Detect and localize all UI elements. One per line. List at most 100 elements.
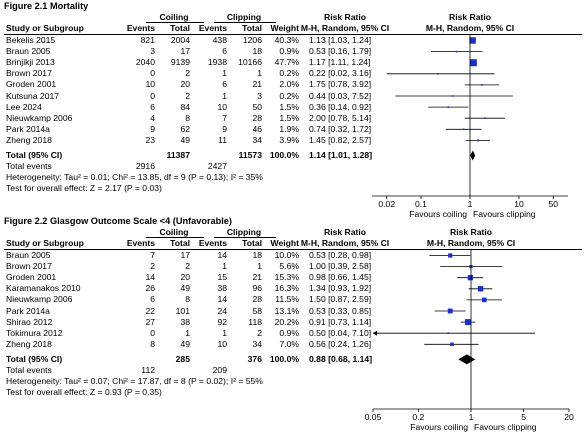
method-plot-header: M-H, Random, 95% CI: [426, 238, 516, 248]
x-axis-tick-label: 50: [548, 199, 559, 209]
study-risk-ratio-ci: 0.53 [0.33, 0.85]: [309, 305, 372, 316]
study-name: Braun 2005: [6, 46, 51, 57]
coiling-total-sum: 285: [175, 353, 190, 364]
study-risk-ratio-ci: 0.91 [0.73, 1.14]: [309, 316, 372, 327]
clipping-total: 21: [252, 272, 262, 283]
coiling-total-events: 2916: [135, 161, 155, 171]
coiling-total: 84: [180, 101, 190, 112]
total-events-label: Total events: [6, 161, 52, 171]
risk-ratio-header: Risk Ratio: [323, 227, 367, 237]
x-axis-tick-label: 1: [467, 199, 473, 209]
coiling-total: 49: [180, 338, 190, 349]
study-risk-ratio-ci: 0.50 [0.04, 7.10]: [309, 327, 372, 338]
total-weight: 100.0%: [269, 353, 299, 364]
overall-effect-test: Test for overall effect: Z = 0.93 (P = 0…: [6, 386, 162, 397]
clipping-total: 18: [252, 46, 262, 57]
weight-column-header: Weight: [270, 23, 299, 33]
study-name: Brown 2017: [6, 261, 52, 272]
clipping-total: 96: [252, 283, 262, 294]
study-weight: 0.9%: [279, 327, 299, 338]
favours-clipping-label: Favours clipping: [474, 422, 537, 432]
study-weight: 7.0%: [279, 338, 299, 349]
risk-ratio-header: Risk Ratio: [323, 12, 367, 22]
clipping-total: 28: [252, 294, 262, 305]
coiling-events: 10: [145, 79, 155, 90]
study-effect-square: [462, 128, 465, 131]
study-name: Nieuwkamp 2006: [6, 294, 73, 305]
pooled-risk-ratio-ci: 1.14 [1.01, 1.28]: [309, 150, 373, 160]
study-name: Shirao 2012: [6, 316, 53, 327]
total-column-header: Total: [170, 23, 190, 33]
clipping-events: 7: [222, 112, 227, 123]
clipping-total-events: 209: [212, 364, 227, 375]
study-name: Bekelis 2015: [6, 35, 56, 45]
study-name: Tokimura 2012: [6, 327, 63, 338]
coiling-total: 38: [180, 316, 190, 327]
clipping-header: Clipping: [226, 227, 262, 237]
coiling-total: 8: [185, 112, 190, 123]
coiling-events: 9: [150, 123, 155, 134]
coiling-events: 7: [150, 250, 155, 260]
events-column-header: Events: [198, 23, 227, 33]
clipping-total: 21: [252, 79, 262, 90]
study-effect-square: [450, 342, 454, 347]
clipping-total: 58: [252, 305, 262, 316]
study-name: Park 2014a: [6, 305, 50, 316]
figure-title: Figure 2.1 Mortality: [4, 1, 89, 11]
coiling-total: 49: [180, 283, 190, 294]
total-column-header: Total: [170, 238, 190, 248]
coiling-events: 14: [145, 272, 155, 283]
study-weight: 40.3%: [274, 35, 299, 45]
study-weight: 16.3%: [274, 283, 299, 294]
study-risk-ratio-ci: 0.22 [0.02, 3.16]: [309, 68, 372, 79]
study-weight: 0.9%: [279, 46, 299, 57]
study-name: Groden 2001: [6, 79, 57, 90]
study-column-header: Study or Subgroup: [6, 23, 84, 33]
pooled-effect-diamond: [458, 354, 476, 365]
coiling-header: Coiling: [159, 227, 189, 237]
coiling-total: 17: [180, 250, 190, 260]
total-column-header: Total: [242, 23, 262, 33]
study-effect-square: [464, 319, 471, 326]
coiling-total: 9139: [170, 57, 190, 68]
study-column-header: Study or Subgroup: [6, 238, 84, 248]
clipping-total: 1: [257, 261, 262, 272]
risk-ratio-plot-header: Risk Ratio: [448, 12, 492, 22]
study-name: Park 2014a: [6, 123, 50, 134]
study-name: Lee 2024: [6, 101, 42, 112]
x-axis-tick-label: 0.02: [378, 199, 396, 209]
total-events-label: Total events: [6, 364, 52, 375]
clipping-events: 1: [222, 90, 227, 101]
clipping-events: 9: [222, 123, 227, 134]
study-name: Karamanakos 2010: [6, 283, 81, 294]
clipping-events: 15: [217, 272, 227, 283]
x-axis-tick-label: 1: [468, 412, 474, 422]
coiling-total-events: 112: [141, 364, 155, 375]
clipping-events: 24: [217, 305, 227, 316]
clipping-total-sum: 376: [247, 353, 262, 364]
study-risk-ratio-ci: 0.53 [0.28, 0.98]: [309, 250, 372, 260]
study-weight: 11.5%: [275, 294, 299, 305]
favours-clipping-label: Favours clipping: [473, 209, 536, 219]
study-risk-ratio-ci: 1.45 [0.82, 2.57]: [309, 134, 372, 145]
clipping-events: 10: [217, 101, 227, 112]
study-effect-square: [469, 37, 476, 44]
clipping-total-events: 2427: [207, 161, 227, 171]
study-effect-square: [482, 297, 487, 303]
study-name: Braun 2005: [6, 250, 51, 260]
study-weight: 5.6%: [279, 261, 299, 272]
study-weight: 47.7%: [274, 57, 299, 68]
study-risk-ratio-ci: 0.36 [0.14, 0.92]: [309, 101, 372, 112]
study-effect-square: [481, 84, 483, 86]
study-risk-ratio-ci: 0.44 [0.03, 7.52]: [309, 90, 372, 101]
coiling-total: 20: [180, 272, 190, 283]
study-weight: 0.2%: [279, 90, 299, 101]
clipping-total: 18: [252, 250, 262, 260]
header-divider: [4, 248, 582, 250]
coiling-total: 62: [180, 123, 190, 134]
study-weight: 15.3%: [274, 272, 299, 283]
study-effect-square: [448, 253, 453, 258]
pooled-risk-ratio-ci: 0.88 [0.68, 1.14]: [309, 353, 373, 364]
clipping-events: 438: [212, 35, 227, 45]
